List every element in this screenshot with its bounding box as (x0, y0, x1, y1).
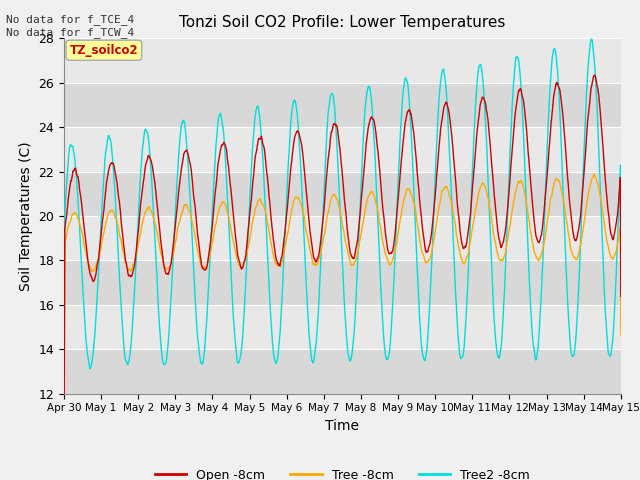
Tree -8cm (429, 243, 436, 249)
Bar (64, 305, 621, 349)
Tree2 -8cm (429, 236, 436, 241)
Open -8cm (184, 151, 191, 156)
Open -8cm (60, 444, 68, 450)
Bar (64, 171, 621, 216)
X-axis label: Time: Time (325, 419, 360, 433)
Tree -8cm (617, 332, 625, 337)
Line: Tree -8cm: Tree -8cm (64, 174, 621, 454)
Open -8cm (246, 208, 254, 214)
Open -8cm (591, 72, 598, 78)
Bar (64, 260, 621, 305)
Bar (64, 38, 621, 83)
Text: TZ_soilco2: TZ_soilco2 (70, 44, 138, 57)
Tree -8cm (184, 204, 191, 209)
Bar (64, 349, 621, 394)
Open -8cm (502, 227, 509, 232)
Tree -8cm (170, 246, 178, 252)
Tree -8cm (246, 234, 254, 240)
Y-axis label: Soil Temperatures (C): Soil Temperatures (C) (19, 141, 33, 291)
Tree -8cm (551, 179, 559, 185)
Line: Open -8cm: Open -8cm (64, 75, 621, 447)
Open -8cm (617, 293, 625, 299)
Tree -8cm (60, 451, 68, 456)
Legend: Open -8cm, Tree -8cm, Tree2 -8cm: Open -8cm, Tree -8cm, Tree2 -8cm (150, 464, 534, 480)
Bar (64, 83, 621, 127)
Tree2 -8cm (246, 189, 254, 194)
Tree2 -8cm (617, 282, 625, 288)
Tree2 -8cm (551, 46, 559, 52)
Tree2 -8cm (588, 36, 595, 42)
Tree2 -8cm (60, 439, 68, 444)
Bar (64, 216, 621, 260)
Tree -8cm (590, 171, 598, 177)
Tree2 -8cm (170, 230, 178, 236)
Title: Tonzi Soil CO2 Profile: Lower Temperatures: Tonzi Soil CO2 Profile: Lower Temperatur… (179, 15, 506, 30)
Tree2 -8cm (502, 265, 509, 271)
Open -8cm (551, 88, 559, 94)
Open -8cm (429, 219, 436, 225)
Text: No data for f_TCE_4
No data for f_TCW_4: No data for f_TCE_4 No data for f_TCW_4 (6, 14, 134, 38)
Tree -8cm (502, 250, 509, 255)
Line: Tree2 -8cm: Tree2 -8cm (64, 39, 621, 442)
Open -8cm (170, 233, 178, 239)
Tree2 -8cm (184, 156, 191, 162)
Bar (64, 127, 621, 171)
